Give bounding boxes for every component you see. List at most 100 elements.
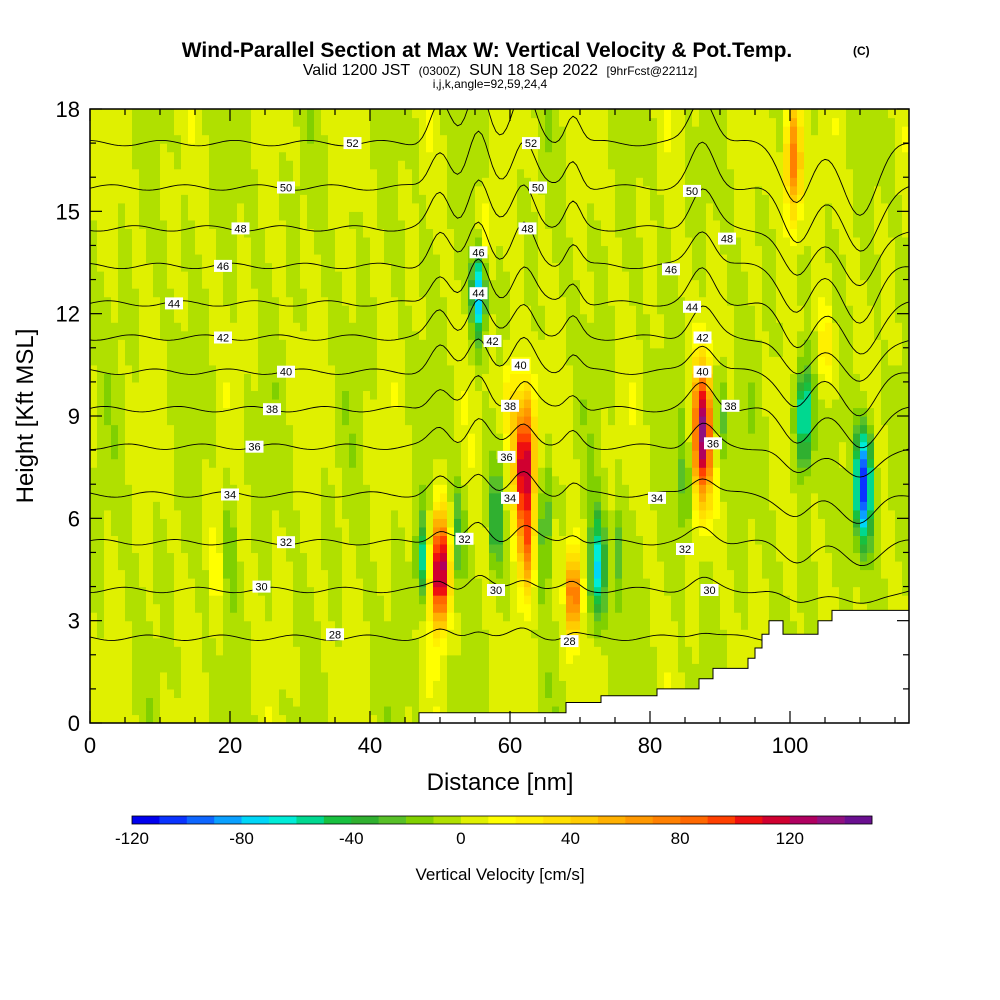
field-cell <box>447 279 455 289</box>
field-cell <box>342 450 350 460</box>
field-cell <box>545 296 553 306</box>
field-cell <box>433 492 441 502</box>
field-cell <box>524 441 532 451</box>
field-cell <box>265 620 273 630</box>
field-cell <box>573 586 581 596</box>
field-cell <box>482 126 490 136</box>
field-cell <box>286 663 294 673</box>
field-cell <box>209 236 217 247</box>
field-cell <box>258 117 266 127</box>
field-cell <box>230 475 238 485</box>
field-cell <box>202 126 210 136</box>
field-cell <box>475 654 483 664</box>
field-cell <box>174 654 182 664</box>
field-cell <box>314 313 322 323</box>
field-cell <box>342 552 350 562</box>
field-cell <box>433 160 441 170</box>
field-cell <box>272 245 280 255</box>
field-cell <box>202 305 210 315</box>
field-cell <box>552 484 560 494</box>
field-cell <box>286 151 294 161</box>
field-cell <box>230 126 238 136</box>
field-cell <box>545 339 553 349</box>
field-cell <box>153 509 161 519</box>
field-cell <box>286 484 294 494</box>
field-cell <box>398 194 406 204</box>
field-cell <box>167 714 175 723</box>
field-cell <box>279 194 287 204</box>
field-cell <box>335 569 343 579</box>
field-cell <box>174 219 182 229</box>
field-cell <box>300 117 308 127</box>
field-cell <box>230 416 238 426</box>
field-cell <box>335 279 343 289</box>
field-cell <box>349 211 357 221</box>
field-cell <box>538 595 546 605</box>
field-cell <box>363 509 371 519</box>
field-cell <box>111 288 119 298</box>
field-cell <box>517 484 525 494</box>
field-cell <box>545 117 553 127</box>
field-cell <box>146 637 154 647</box>
field-cell <box>517 595 525 605</box>
field-cell <box>195 347 203 357</box>
field-cell <box>566 364 574 374</box>
field-cell <box>160 288 168 298</box>
field-cell <box>244 279 252 289</box>
field-cell <box>244 381 252 392</box>
field-cell <box>146 305 154 315</box>
field-cell <box>545 663 553 673</box>
field-cell <box>188 381 196 392</box>
field-cell <box>230 211 238 221</box>
field-cell <box>328 484 336 494</box>
field-cell <box>538 279 546 289</box>
field-cell <box>90 433 98 443</box>
field-cell <box>132 526 140 536</box>
field-cell <box>286 424 294 434</box>
field-cell <box>251 381 259 392</box>
field-cell <box>328 552 336 562</box>
field-cell <box>118 219 126 229</box>
field-cell <box>419 475 427 485</box>
field-cell <box>566 219 574 229</box>
field-cell <box>524 151 532 161</box>
field-cell <box>258 475 266 485</box>
field-cell <box>489 509 497 519</box>
field-cell <box>328 330 336 340</box>
field-cell <box>426 109 434 119</box>
field-cell <box>132 322 140 332</box>
field-cell <box>118 569 126 579</box>
field-cell <box>223 228 231 238</box>
field-cell <box>188 202 196 212</box>
field-cell <box>300 535 308 545</box>
field-cell <box>111 509 119 519</box>
field-cell <box>286 458 294 468</box>
field-cell <box>244 168 252 178</box>
field-cell <box>244 143 252 153</box>
field-cell <box>363 160 371 170</box>
field-cell <box>342 475 350 485</box>
field-cell <box>426 671 434 681</box>
field-cell <box>307 663 315 673</box>
field-cell <box>419 458 427 468</box>
field-cell <box>482 313 490 323</box>
field-cell <box>153 339 161 349</box>
field-cell <box>356 381 364 392</box>
field-cell <box>412 475 420 485</box>
field-cell <box>475 697 483 707</box>
field-cell <box>426 151 434 161</box>
field-cell <box>538 202 546 212</box>
field-cell <box>181 364 189 374</box>
field-cell <box>125 620 133 630</box>
field-cell <box>90 194 98 204</box>
field-cell <box>160 356 168 366</box>
field-cell <box>454 194 462 204</box>
field-cell <box>510 586 518 596</box>
field-cell <box>489 194 497 204</box>
field-cell <box>202 151 210 161</box>
field-cell <box>342 705 350 716</box>
field-cell <box>160 296 168 306</box>
field-cell <box>153 416 161 426</box>
field-cell <box>293 168 301 178</box>
field-cell <box>314 705 322 716</box>
